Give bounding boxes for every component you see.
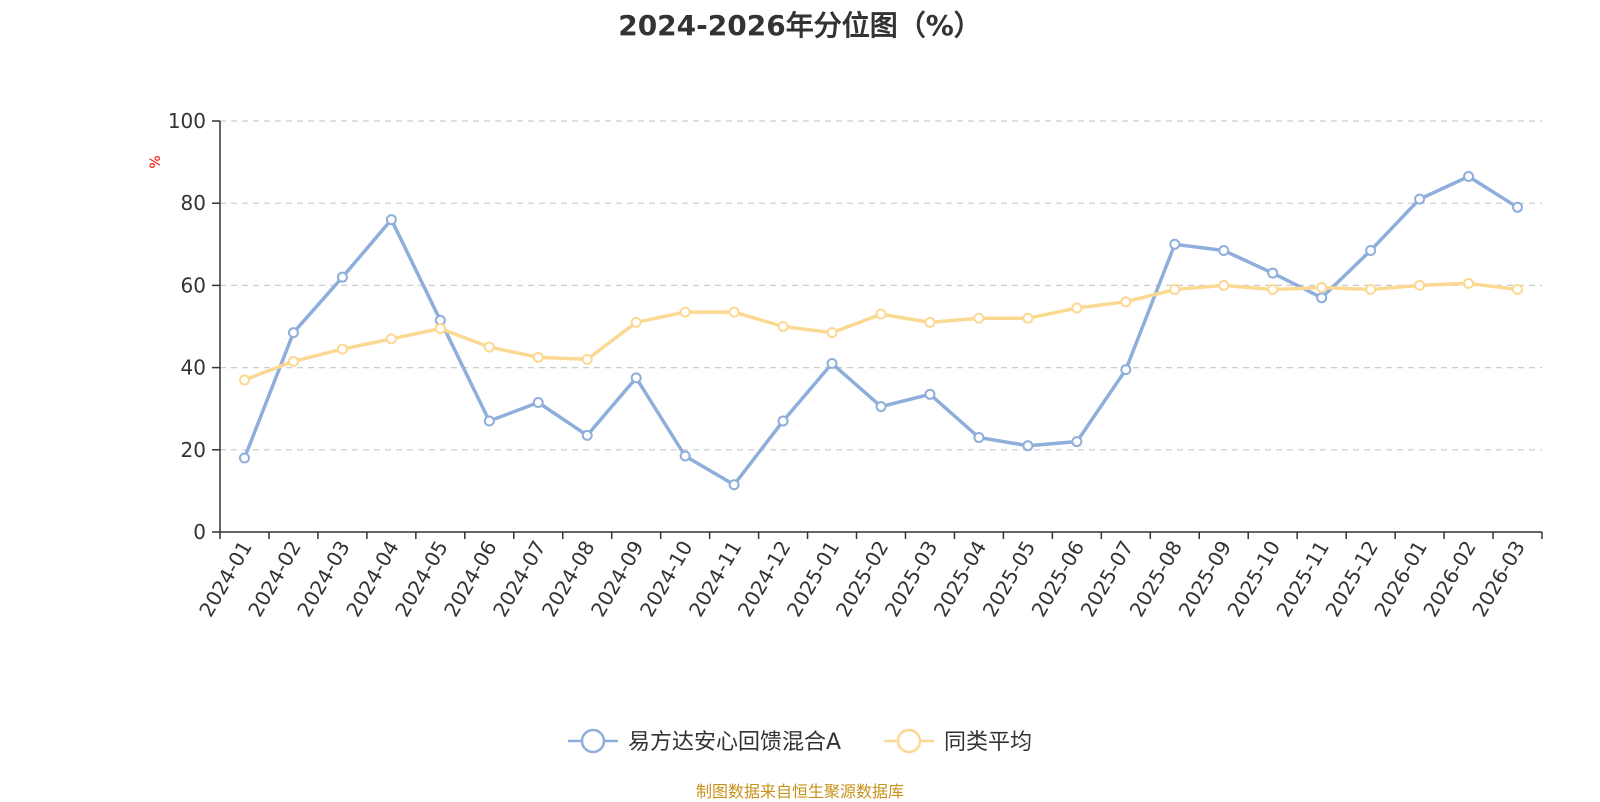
data-point — [287, 327, 299, 339]
data-point — [679, 306, 691, 318]
y-tick-label: 40 — [181, 356, 206, 380]
legend: 易方达安心回馈混合A 同类平均 — [568, 728, 1032, 755]
y-tick-label: 80 — [181, 191, 206, 215]
data-point — [728, 306, 740, 318]
y-axis-label: % — [148, 155, 164, 168]
data-point — [1365, 244, 1377, 256]
series-lines — [238, 170, 1524, 491]
data-point — [1022, 440, 1034, 452]
data-point — [1365, 284, 1377, 296]
data-point — [532, 397, 544, 409]
data-point — [1169, 238, 1181, 250]
data-point — [1120, 296, 1132, 308]
data-point — [630, 372, 642, 384]
data-point — [826, 327, 838, 339]
y-tick-label: 0 — [193, 520, 206, 544]
data-point — [1414, 193, 1426, 205]
data-point — [1218, 244, 1230, 256]
data-point — [385, 214, 397, 226]
data-point — [581, 353, 593, 365]
data-point — [532, 351, 544, 363]
data-point — [1316, 281, 1328, 293]
data-point — [336, 343, 348, 355]
data-point — [1267, 267, 1279, 279]
data-point — [728, 479, 740, 491]
legend-label: 易方达安心回馈混合A — [628, 730, 841, 755]
data-point — [1022, 312, 1034, 324]
data-point — [679, 450, 691, 462]
data-point — [1218, 279, 1230, 291]
data-point — [1414, 279, 1426, 291]
data-point — [1316, 292, 1328, 304]
data-point — [924, 388, 936, 400]
y-tick-label: 100 — [168, 109, 206, 133]
data-point — [581, 429, 593, 441]
data-point — [1267, 284, 1279, 296]
data-point — [385, 333, 397, 345]
data-point — [1071, 302, 1083, 314]
data-point — [826, 357, 838, 369]
y-tick-label: 60 — [181, 273, 206, 297]
chart-title: 2024-2026年分位图（%） — [618, 9, 982, 42]
data-point — [1512, 201, 1524, 213]
y-tick-label: 20 — [181, 438, 206, 462]
legend-label: 同类平均 — [944, 730, 1032, 755]
data-point — [777, 415, 789, 427]
data-point — [777, 321, 789, 332]
data-point — [238, 374, 250, 386]
data-point — [287, 355, 299, 367]
data-point — [483, 341, 495, 353]
data-point — [875, 308, 887, 320]
source-note: 制图数据来自恒生聚源数据库 — [695, 782, 904, 801]
legend-swatch-marker — [580, 728, 606, 754]
data-point — [973, 312, 985, 324]
data-point — [1169, 284, 1181, 296]
legend-swatch-marker — [896, 728, 922, 754]
data-point — [1120, 364, 1132, 376]
data-point — [973, 431, 985, 443]
data-point — [924, 316, 936, 328]
data-point — [434, 323, 446, 335]
data-point — [1463, 170, 1475, 182]
data-point — [630, 316, 642, 328]
data-point — [1071, 436, 1083, 448]
data-point — [483, 415, 495, 427]
grid-lines — [220, 120, 1542, 451]
data-point — [336, 271, 348, 283]
data-point — [875, 401, 887, 413]
data-point — [1512, 284, 1524, 296]
axes: 0204060801002024-012024-022024-032024-04… — [168, 109, 1543, 621]
data-point — [238, 452, 250, 464]
data-point — [1463, 277, 1475, 289]
